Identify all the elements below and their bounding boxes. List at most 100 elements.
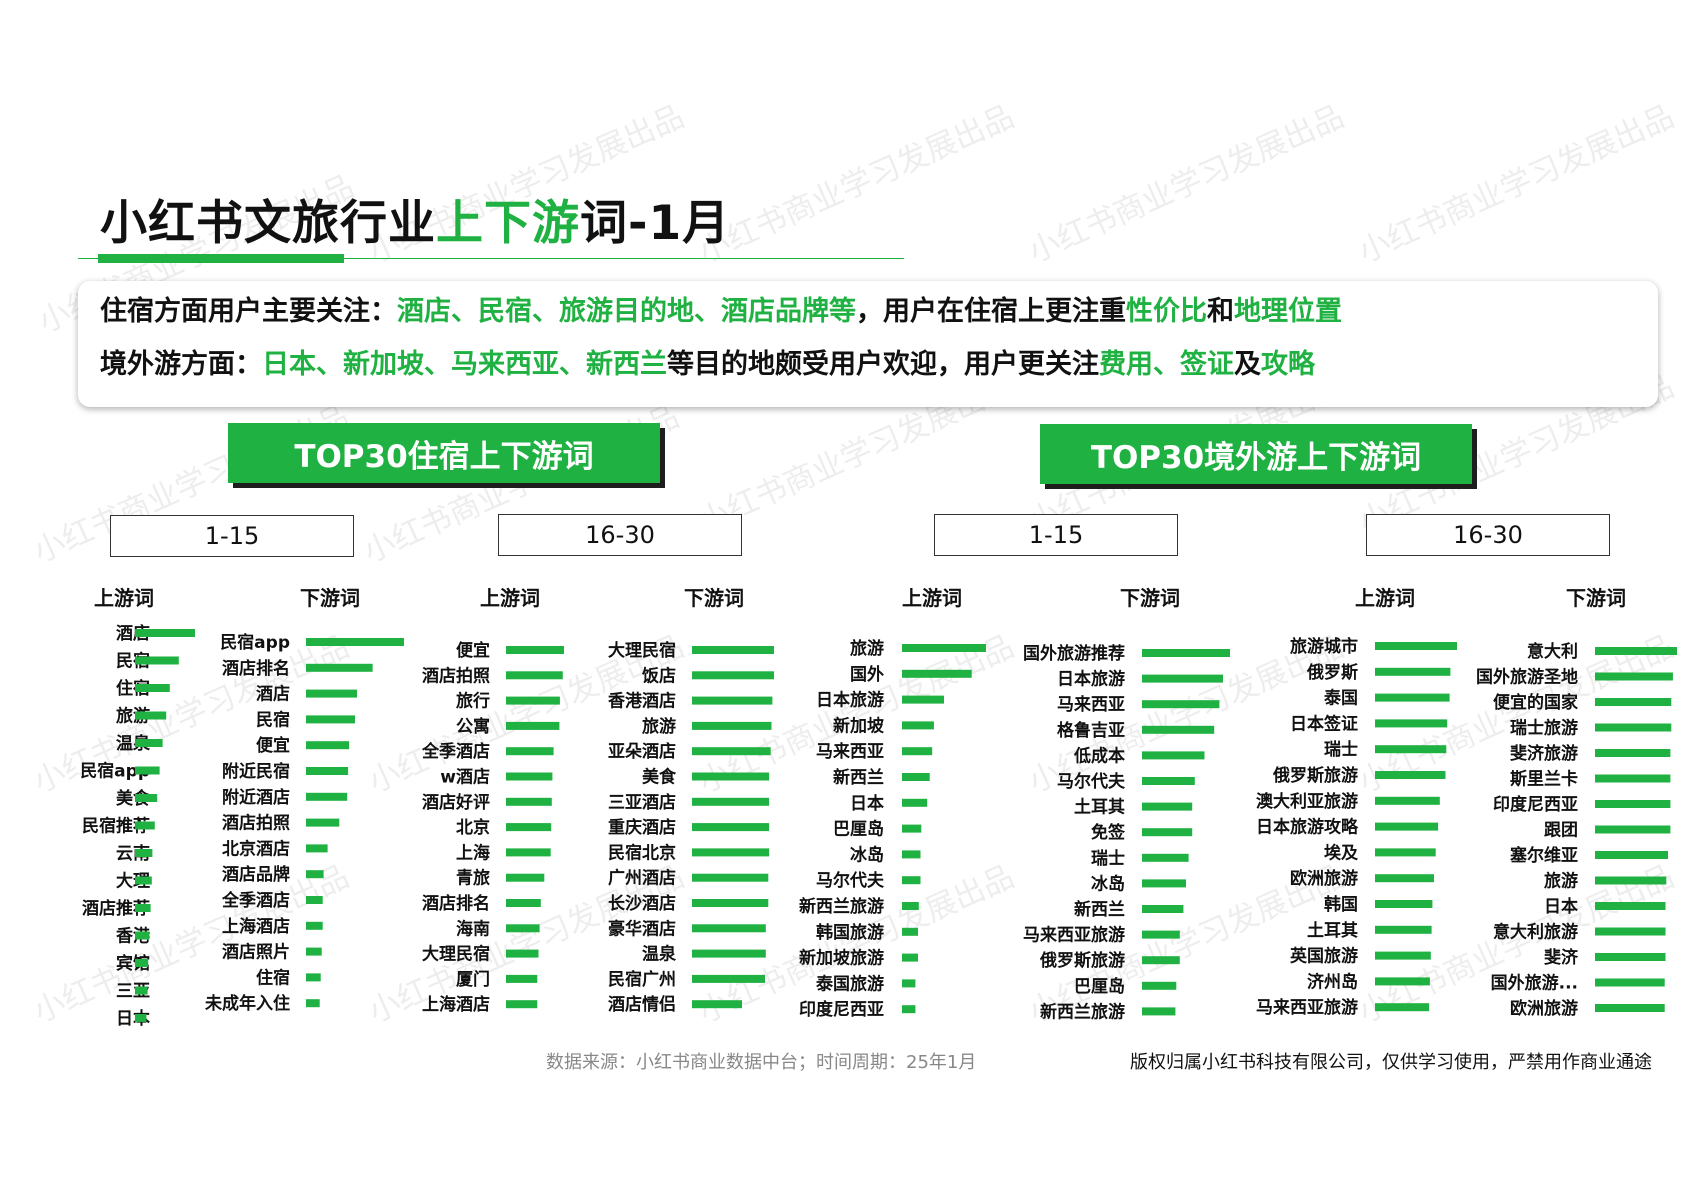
- line1-segment: 性价比: [1126, 296, 1207, 327]
- bar-label: 上海酒店: [422, 994, 490, 1015]
- line1-segment: 地理位置: [1234, 296, 1342, 327]
- bar-label: 民宿: [256, 709, 290, 730]
- copyright-note: 版权归属小红书科技有限公司，仅供学习使用，严禁用作商业通途: [1130, 1052, 1652, 1073]
- bar-label: 欧洲旅游: [1510, 998, 1578, 1019]
- bar-label: 日本签证: [1290, 713, 1358, 734]
- line1-segment: 酒店、民宿、旅游目的地、酒店品牌等: [397, 296, 856, 327]
- bar-label: 马来西亚旅游: [1023, 925, 1125, 946]
- bar: [135, 684, 170, 692]
- bar: [1375, 693, 1450, 702]
- bar: [1142, 649, 1230, 657]
- bar: [692, 671, 774, 680]
- bar: [135, 849, 153, 857]
- bar: [692, 899, 769, 907]
- bar: [1375, 745, 1447, 754]
- bar: [1375, 822, 1439, 831]
- header-upstream-lodging-2: 上游词: [480, 586, 540, 610]
- bar: [692, 924, 766, 933]
- title-highlight: 上下游: [436, 196, 580, 251]
- bar-label: 泰国: [1324, 688, 1358, 709]
- bar: [306, 638, 404, 646]
- bar-label: 酒店拍照: [222, 813, 290, 834]
- line2-segment: 费用、签证: [1099, 349, 1234, 380]
- bar-label: 冰岛: [1091, 873, 1125, 894]
- bar: [1142, 981, 1177, 990]
- bar: [692, 949, 766, 958]
- bar: [1595, 876, 1667, 885]
- bar: [1595, 774, 1671, 783]
- bar: [1142, 700, 1220, 709]
- bar: [902, 953, 918, 962]
- bar: [902, 798, 928, 807]
- bar-label: 民宿北京: [608, 842, 676, 863]
- title-prefix: 小红书文旅行业: [100, 196, 436, 251]
- summary-card: 住宿方面用户主要关注：酒店、民宿、旅游目的地、酒店品牌等，用户在住宿上更注重性价…: [78, 281, 1658, 407]
- bar-label: 新西兰: [833, 767, 884, 788]
- bar-label: 韩国旅游: [816, 922, 884, 943]
- bar: [1375, 874, 1434, 883]
- bar: [506, 646, 564, 654]
- bar: [1142, 674, 1223, 683]
- bar-label: 印度尼西亚: [799, 999, 884, 1020]
- line2-segment: 等目的地颇受用户欢迎，用户更关注: [667, 349, 1099, 380]
- bar: [506, 772, 553, 781]
- banner-overseas: TOP30境外游上下游词: [1040, 424, 1472, 484]
- bar: [306, 947, 322, 956]
- bar: [135, 959, 149, 967]
- bar-label: 俄罗斯旅游: [1039, 950, 1125, 971]
- bar-label: 巴厘岛: [833, 819, 884, 840]
- bar-label: 三亚酒店: [608, 792, 676, 813]
- bar-label: 新西兰: [1074, 899, 1125, 920]
- bar: [902, 644, 986, 652]
- bar: [306, 973, 321, 982]
- bar-label: 塞尔维亚: [1510, 845, 1578, 866]
- bar-label: 跟团: [1544, 821, 1578, 841]
- data-source-note: 数据来源：小红书商业数据中台；时间周期：25年1月: [546, 1052, 977, 1073]
- header-upstream-overseas-1: 上游词: [902, 586, 962, 610]
- bar: [1375, 848, 1436, 857]
- bar-label: 酒店情侣: [608, 994, 676, 1015]
- bar-label: 冰岛: [850, 844, 884, 865]
- bar: [692, 696, 773, 705]
- bar: [902, 721, 934, 730]
- line2-segment: 攻略: [1261, 349, 1315, 380]
- bar: [1595, 902, 1666, 910]
- bar: [135, 931, 150, 940]
- bar-label: 全季酒店: [421, 741, 490, 762]
- bar: [135, 629, 195, 637]
- bar-label: 斐济旅游: [1510, 743, 1578, 764]
- bar: [135, 711, 167, 720]
- bar: [1595, 1004, 1665, 1012]
- bar: [135, 739, 163, 747]
- bar-label: 新西兰旅游: [1040, 1001, 1125, 1022]
- bar: [1142, 930, 1180, 939]
- bar-label: 日本旅游攻略: [1256, 817, 1359, 838]
- bar: [506, 924, 540, 933]
- bar-label: 民宿推荐: [82, 816, 150, 837]
- bar-label: 长沙酒店: [608, 893, 676, 914]
- bar-label: 酒店拍照: [422, 665, 490, 686]
- bar-label: 瑞士旅游: [1510, 718, 1578, 739]
- bar-label: 俄罗斯: [1306, 662, 1358, 683]
- bar-label: 新西兰旅游: [799, 896, 884, 917]
- bar-label: 新加坡: [833, 715, 884, 736]
- bar: [506, 949, 539, 958]
- bar-label: 济州岛: [1307, 971, 1358, 992]
- bar: [1142, 828, 1193, 837]
- bar: [1142, 802, 1193, 811]
- bar-label: 埃及: [1324, 842, 1359, 863]
- bar: [1375, 667, 1451, 676]
- bar: [306, 844, 328, 853]
- bar-label: 云南: [116, 843, 150, 864]
- bar-label: 国外旅游推荐: [1023, 643, 1125, 664]
- bar: [692, 747, 771, 756]
- bar: [1142, 725, 1215, 734]
- bar-label: 土耳其: [1307, 920, 1358, 941]
- range-lodging-16-30: 16-30: [498, 514, 742, 556]
- bar-label: 公寓: [456, 716, 490, 737]
- bar: [902, 824, 922, 833]
- bar: [1595, 723, 1672, 732]
- banner-lodging: TOP30住宿上下游词: [228, 423, 660, 483]
- bar: [506, 848, 551, 857]
- bar: [306, 792, 348, 801]
